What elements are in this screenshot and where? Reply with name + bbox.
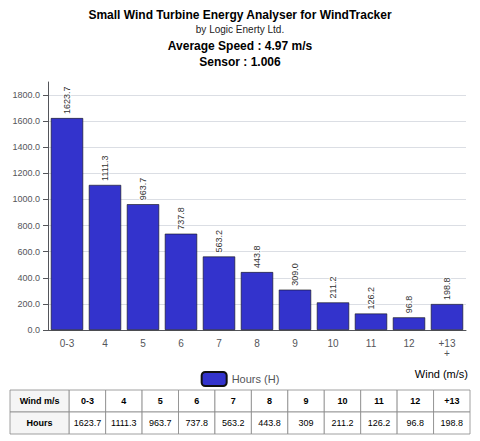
svg-text:96.8: 96.8 [404,296,414,314]
svg-text:12: 12 [403,338,415,349]
svg-text:Average Speed : 4.97 m/s: Average Speed : 4.97 m/s [168,39,313,53]
svg-text:Hours (H): Hours (H) [232,373,280,385]
svg-text:600.0: 600.0 [17,247,40,257]
svg-text:443.8: 443.8 [258,418,281,428]
svg-text:737.8: 737.8 [185,418,208,428]
svg-text:443.8: 443.8 [252,246,262,269]
svg-text:211.2: 211.2 [328,277,338,299]
svg-text:198.8: 198.8 [442,278,452,301]
svg-text:0-3: 0-3 [81,396,94,406]
svg-text:1623.7: 1623.7 [62,87,72,115]
svg-text:by Logic Enerty Ltd.: by Logic Enerty Ltd. [196,24,284,35]
svg-text:9: 9 [292,338,298,349]
svg-text:1600.0: 1600.0 [12,116,40,126]
svg-text:7: 7 [231,396,236,406]
svg-text:1400.0: 1400.0 [12,142,40,152]
svg-text:6: 6 [194,396,199,406]
svg-text:11: 11 [374,396,384,406]
svg-text:+13: +13 [444,396,459,406]
svg-text:400.0: 400.0 [17,273,40,283]
svg-text:1800.0: 1800.0 [12,90,40,100]
svg-text:211.2: 211.2 [332,418,354,428]
svg-text:+13: +13 [438,337,456,349]
svg-text:198.8: 198.8 [441,418,464,428]
svg-text:1200.0: 1200.0 [12,168,40,178]
svg-text:0.0: 0.0 [27,325,40,335]
svg-text:309: 309 [299,418,314,428]
svg-text:963.7: 963.7 [138,178,148,201]
svg-text:1111.3: 1111.3 [111,418,137,428]
svg-text:10: 10 [337,396,347,406]
svg-text:1111.3: 1111.3 [100,155,110,181]
svg-text:5: 5 [158,396,163,406]
svg-text:Hours: Hours [27,418,53,428]
svg-text:0-3: 0-3 [60,338,75,349]
svg-text:200.0: 200.0 [17,299,40,309]
svg-text:+: + [444,348,450,359]
svg-text:4: 4 [102,338,108,349]
svg-text:Small Wind Turbine Energy Anal: Small Wind Turbine Energy Analyser for W… [88,8,392,22]
svg-text:1000.0: 1000.0 [12,194,40,204]
svg-text:800.0: 800.0 [17,221,40,231]
svg-text:126.2: 126.2 [368,418,391,428]
svg-text:737.8: 737.8 [176,207,186,230]
svg-text:12: 12 [410,396,420,406]
svg-text:126.2: 126.2 [366,287,376,310]
svg-text:1623.7: 1623.7 [74,418,102,428]
svg-text:5: 5 [140,338,146,349]
svg-text:Wind (m/s): Wind (m/s) [415,368,468,380]
svg-text:7: 7 [216,338,222,349]
svg-text:963.7: 963.7 [149,418,172,428]
svg-text:309.0: 309.0 [290,263,300,286]
svg-text:Wind m/s: Wind m/s [20,396,60,406]
svg-text:10: 10 [327,338,339,349]
svg-text:Sensor : 1.006: Sensor : 1.006 [199,55,281,69]
svg-text:96.8: 96.8 [407,418,425,428]
svg-text:9: 9 [304,396,309,406]
svg-text:8: 8 [267,396,272,406]
svg-text:6: 6 [178,338,184,349]
svg-text:563.2: 563.2 [222,418,245,428]
svg-text:4: 4 [121,396,126,406]
svg-text:11: 11 [366,338,377,349]
svg-text:563.2: 563.2 [214,230,224,253]
svg-text:8: 8 [254,338,260,349]
